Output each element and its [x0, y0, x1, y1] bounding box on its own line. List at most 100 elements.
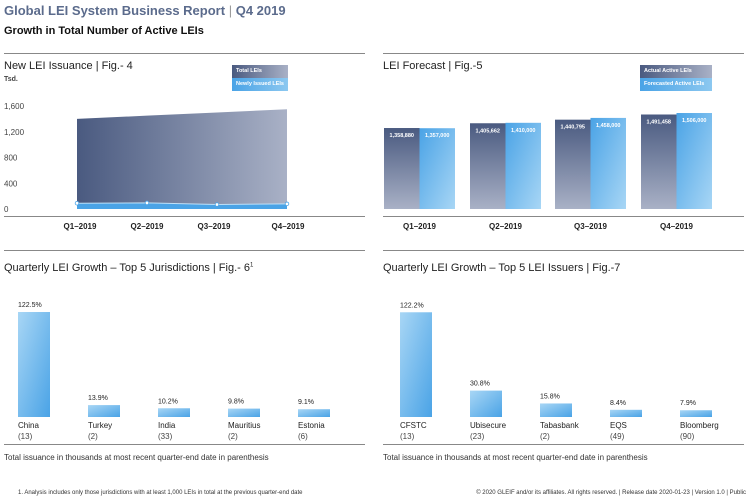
bar-value-label: 1,506,000	[682, 118, 706, 124]
point-newly-issued	[74, 201, 80, 206]
bar-value-label: 8.4%	[610, 400, 626, 407]
divider	[383, 53, 744, 54]
category-count-label: (33)	[158, 432, 173, 441]
legend-fig5: Actual Active LEIs Forecasted Active LEI…	[640, 65, 712, 91]
bar-actual	[555, 119, 591, 209]
axis-line	[383, 444, 744, 445]
category-count-label: (6)	[298, 432, 308, 441]
bar-forecast	[676, 113, 712, 209]
category-label: CFSTC	[400, 421, 427, 430]
legend-forecast: Forecasted Active LEIs	[640, 78, 712, 91]
bar-forecast	[419, 128, 455, 209]
bar-value-label: 1,358,880	[390, 133, 414, 139]
bar-actual	[384, 128, 420, 209]
divider	[4, 250, 365, 251]
chart-title-fig7: Quarterly LEI Growth – Top 5 LEI Issuers…	[383, 262, 621, 274]
note-fig7: Total issuance in thousands at most rece…	[383, 453, 648, 462]
area-total-leis	[77, 109, 287, 209]
point-newly-issued	[284, 201, 290, 207]
category-count-label: (2)	[88, 432, 98, 441]
line-newly-issued	[76, 202, 288, 205]
section-subtitle: Growth in Total Number of Active LEIs	[4, 25, 204, 37]
category-label: Estonia	[298, 421, 325, 430]
axis-line	[4, 216, 365, 217]
x-tick-label: Q1–2019	[403, 222, 436, 231]
x-tick-label: Q2–2019	[489, 222, 522, 231]
bar-value-label: 1,357,000	[425, 133, 449, 139]
bar-value-label: 1,405,662	[476, 128, 500, 134]
x-tick-label: Q4–2019	[272, 222, 305, 231]
divider	[383, 250, 744, 251]
legend-fig4: Total LEIs Newly Issued LEIs	[232, 65, 288, 91]
category-count-label: (49)	[610, 432, 625, 441]
x-tick-label: Q3–2019	[574, 222, 607, 231]
bar-growth	[470, 390, 502, 417]
axis-line	[4, 444, 365, 445]
bar-value-label: 13.9%	[88, 395, 108, 402]
category-label: Tabasbank	[540, 421, 580, 430]
category-label: India	[158, 421, 176, 430]
bar-growth	[540, 403, 572, 417]
x-tick-label: Q3–2019	[198, 222, 231, 231]
y-tick-label: 800	[4, 154, 18, 163]
x-tick-label: Q1–2019	[64, 222, 97, 231]
bar-value-label: 122.5%	[18, 302, 42, 309]
bar-value-label: 1,458,000	[596, 123, 620, 129]
bar-value-label: 15.8%	[540, 393, 560, 400]
bar-value-label: 30.8%	[470, 381, 490, 388]
copyright: © 2020 GLEIF and/or its affiliates. All …	[476, 490, 746, 496]
category-label: Turkey	[88, 421, 112, 430]
category-label: China	[18, 421, 39, 430]
bar-growth	[158, 408, 190, 417]
x-tick-label: Q4–2019	[660, 222, 693, 231]
chart-title-fig5: LEI Forecast | Fig.-5	[383, 60, 483, 72]
point-newly-issued	[144, 200, 150, 206]
y-axis-unit: Tsd.	[4, 76, 18, 83]
category-count-label: (23)	[470, 432, 485, 441]
note-fig6: Total issuance in thousands at most rece…	[4, 453, 269, 462]
category-label: Bloomberg	[680, 421, 719, 430]
legend-actual: Actual Active LEIs	[640, 65, 712, 78]
bar-growth	[610, 409, 642, 417]
category-label: EQS	[610, 421, 627, 430]
bar-value-label: 7.9%	[680, 400, 696, 407]
footnote: 1. Analysis includes only those jurisdic…	[18, 490, 303, 496]
divider	[4, 53, 365, 54]
category-count-label: (13)	[18, 432, 33, 441]
bar-value-label: 9.8%	[228, 399, 244, 406]
category-count-label: (90)	[680, 432, 695, 441]
bar-value-label: 1,491,458	[647, 120, 671, 126]
category-count-label: (2)	[540, 432, 550, 441]
y-tick-label: 1,600	[4, 102, 25, 111]
axis-line	[383, 216, 744, 217]
bar-value-label: 10.2%	[158, 398, 178, 405]
category-label: Mauritius	[228, 421, 260, 430]
category-count-label: (2)	[228, 432, 238, 441]
legend-total: Total LEIs	[232, 65, 288, 78]
category-count-label: (13)	[400, 432, 415, 441]
bar-growth	[400, 312, 432, 417]
bar-value-label: 122.2%	[400, 302, 424, 309]
bar-growth	[298, 409, 330, 417]
report-title: Global LEI System Business Report | Q4 2…	[4, 3, 286, 18]
bar-actual	[641, 114, 677, 209]
bar-growth	[88, 405, 120, 417]
bar-growth	[18, 312, 50, 417]
x-tick-label: Q2–2019	[131, 222, 164, 231]
y-tick-label: 400	[4, 179, 18, 188]
point-newly-issued	[214, 202, 220, 207]
bar-forecast	[505, 122, 541, 209]
bar-value-label: 1,410,000	[511, 128, 535, 134]
category-label: Ubisecure	[470, 421, 507, 430]
bar-actual	[470, 123, 506, 209]
y-tick-label: 0	[4, 205, 9, 214]
bar-value-label: 1,440,795	[561, 125, 585, 131]
bar-forecast	[590, 117, 626, 209]
chart-title-fig4: New LEI Issuance | Fig.- 4	[4, 60, 133, 72]
y-tick-label: 1,200	[4, 128, 25, 137]
bar-growth	[228, 408, 260, 417]
legend-new: Newly Issued LEIs	[232, 78, 288, 91]
chart-title-fig6: Quarterly LEI Growth – Top 5 Jurisdictio…	[4, 262, 254, 274]
bar-value-label: 9.1%	[298, 399, 314, 406]
